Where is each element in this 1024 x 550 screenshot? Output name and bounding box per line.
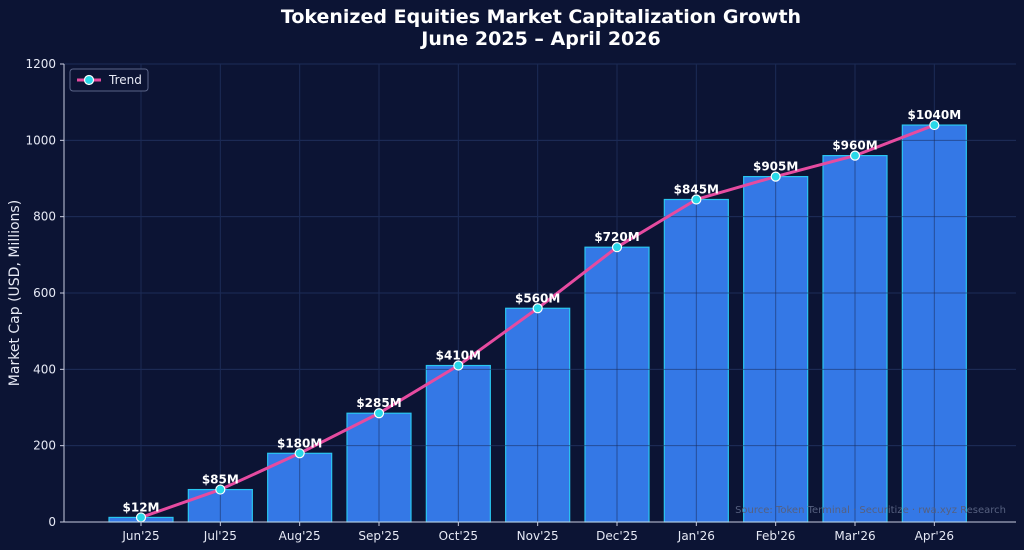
x-tick-label: Aug'25 (279, 529, 321, 543)
trend-point (215, 484, 226, 495)
data-label: $410M (436, 349, 481, 363)
x-tick-label: Oct'25 (439, 529, 478, 543)
x-tick-label: Dec'25 (596, 529, 638, 543)
axes-group: 0 200 400 600 800 1000 1200 Jun'25 Jul'25 Aug'25 S… (25, 57, 1016, 543)
legend: Trend (69, 68, 149, 92)
x-tick-label: Mar'26 (834, 529, 875, 543)
x-tick-label: Jan'26 (677, 529, 715, 543)
data-label: $12M (123, 500, 160, 514)
trend-point (929, 119, 940, 131)
data-label: $85M (202, 473, 239, 487)
source-note: Source: Token Terminal · Securitize · rw… (735, 505, 1006, 516)
trend-point (294, 448, 305, 459)
trend-point (611, 242, 623, 253)
trend-point (373, 408, 385, 419)
y-tick-label: 1200 (25, 57, 56, 71)
data-label: $1040M (907, 108, 961, 122)
y-axis-label: Market Cap (USD, Millions) (7, 200, 23, 386)
x-tick-label: Nov'25 (517, 529, 559, 543)
legend-box (69, 68, 149, 92)
y-tick-label: 0 (48, 515, 56, 529)
trend-point (532, 303, 543, 314)
data-label: $180M (277, 436, 322, 450)
trend-point (453, 360, 464, 371)
data-label: $720M (594, 230, 639, 244)
x-tick-label: Sep'25 (358, 529, 399, 543)
chart-subtitle: June 2025 – April 2026 (419, 28, 660, 50)
x-tick-label: Jun'25 (121, 529, 159, 543)
x-tick-label: Jul'25 (203, 529, 237, 543)
y-tick-label: 200 (33, 439, 56, 453)
trend-point (849, 150, 861, 161)
y-tick-label: 800 (33, 210, 56, 224)
y-tick-label: 600 (33, 286, 56, 300)
data-label: $560M (515, 291, 560, 305)
data-label: $905M (753, 160, 798, 174)
x-tick-label: Apr'26 (915, 529, 954, 543)
trend-point (770, 171, 781, 182)
chart-title: Tokenized Equities Market Capitalization… (281, 6, 801, 28)
trend-point (691, 194, 702, 205)
legend-label-trend: Trend (108, 73, 142, 87)
y-tick-label: 400 (33, 362, 56, 376)
legend-marker-swatch (83, 74, 95, 86)
x-tick-label: Feb'26 (756, 529, 796, 543)
bars-group (64, 63, 1016, 523)
data-labels-group: $12M $85M $180M $285M $410M $560M $720M $845M $9… (123, 108, 962, 514)
data-label: $845M (674, 182, 719, 196)
data-label: $960M (832, 139, 877, 153)
trend-line-group (135, 119, 940, 523)
y-tick-label: 1000 (25, 133, 56, 147)
data-label: $285M (356, 396, 401, 410)
